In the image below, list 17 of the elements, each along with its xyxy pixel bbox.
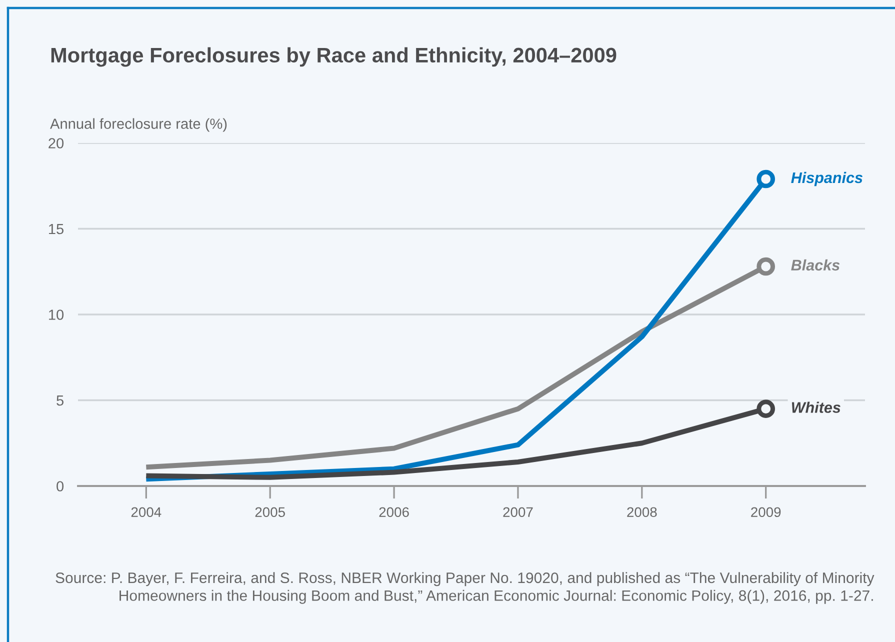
y-tick-label: 5 bbox=[56, 396, 64, 406]
chart-title: Mortgage Foreclosures by Race and Ethnicity, 2004–2009 bbox=[51, 47, 616, 67]
y-axis-title: Annual foreclosure rate (%) bbox=[50, 118, 227, 132]
x-tick-label: 2004 bbox=[131, 507, 162, 518]
x-tick-label: 2007 bbox=[503, 507, 533, 518]
x-tick-label: 2005 bbox=[255, 507, 285, 518]
source-note: Source: P. Bayer, F. Ferreira, and S. Ross, NBER Working Paper No. 19020, and published as “The Vulnerability of Minority Homeowners in the Housing Boom and Bust,” American Economic Journal: Economic Policy, 8(1), 2016, pp. 1-27. bbox=[56, 572, 874, 604]
series-label: Whites bbox=[792, 402, 840, 413]
series-label: Hispanics bbox=[791, 172, 863, 186]
y-tick-label: 0 bbox=[56, 481, 64, 492]
y-tick-label: 20 bbox=[48, 138, 64, 148]
y-tick-label: 15 bbox=[49, 224, 64, 234]
x-tick-label: 2009 bbox=[751, 507, 781, 518]
y-tick-label: 10 bbox=[49, 310, 64, 320]
x-tick-label: 2008 bbox=[627, 507, 657, 518]
x-tick-label: 2006 bbox=[379, 507, 409, 518]
series-label: Blacks bbox=[791, 259, 840, 271]
